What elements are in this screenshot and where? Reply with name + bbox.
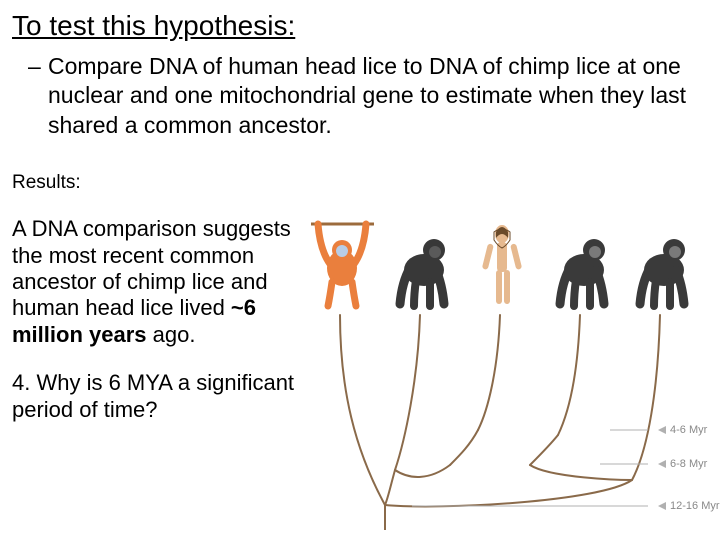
bullet-text: Compare DNA of human head lice to DNA of… xyxy=(48,53,686,138)
chimp-a-icon xyxy=(560,239,605,306)
branch xyxy=(395,465,632,480)
branch xyxy=(558,315,580,435)
time-label-text: 6-8 Myr xyxy=(670,458,707,470)
arrow-left-icon xyxy=(658,426,666,434)
gorilla-icon xyxy=(400,239,445,306)
results-suffix: ago. xyxy=(147,322,196,347)
time-label: 4-6 Myr xyxy=(658,424,707,436)
time-label-text: 4-6 Myr xyxy=(670,424,707,436)
hypothesis-bullet: – Compare DNA of human head lice to DNA … xyxy=(0,48,720,140)
branch xyxy=(450,430,558,465)
arrow-left-icon xyxy=(658,460,666,468)
branch xyxy=(395,315,420,470)
time-label: 12-16 Myr xyxy=(658,500,720,512)
bullet-dash: – xyxy=(28,52,41,81)
question-text: 4. Why is 6 MYA a significant period of … xyxy=(0,348,310,423)
branch xyxy=(340,315,385,505)
branch xyxy=(632,315,660,480)
chimp-b-icon xyxy=(640,239,685,306)
human-icon xyxy=(482,225,522,304)
phylogeny-figure: 4-6 Myr6-8 Myr12-16 Myr xyxy=(300,220,710,530)
branch xyxy=(385,470,632,506)
branch xyxy=(478,315,500,430)
results-body: A DNA comparison suggests the most recen… xyxy=(0,194,310,348)
time-label: 6-8 Myr xyxy=(658,458,707,470)
time-label-text: 12-16 Myr xyxy=(670,500,720,512)
orangutan-icon xyxy=(311,224,374,306)
page-title: To test this hypothesis: xyxy=(0,0,720,48)
arrow-left-icon xyxy=(658,502,666,510)
phylogeny-svg xyxy=(300,220,710,530)
results-heading: Results: xyxy=(0,140,720,194)
